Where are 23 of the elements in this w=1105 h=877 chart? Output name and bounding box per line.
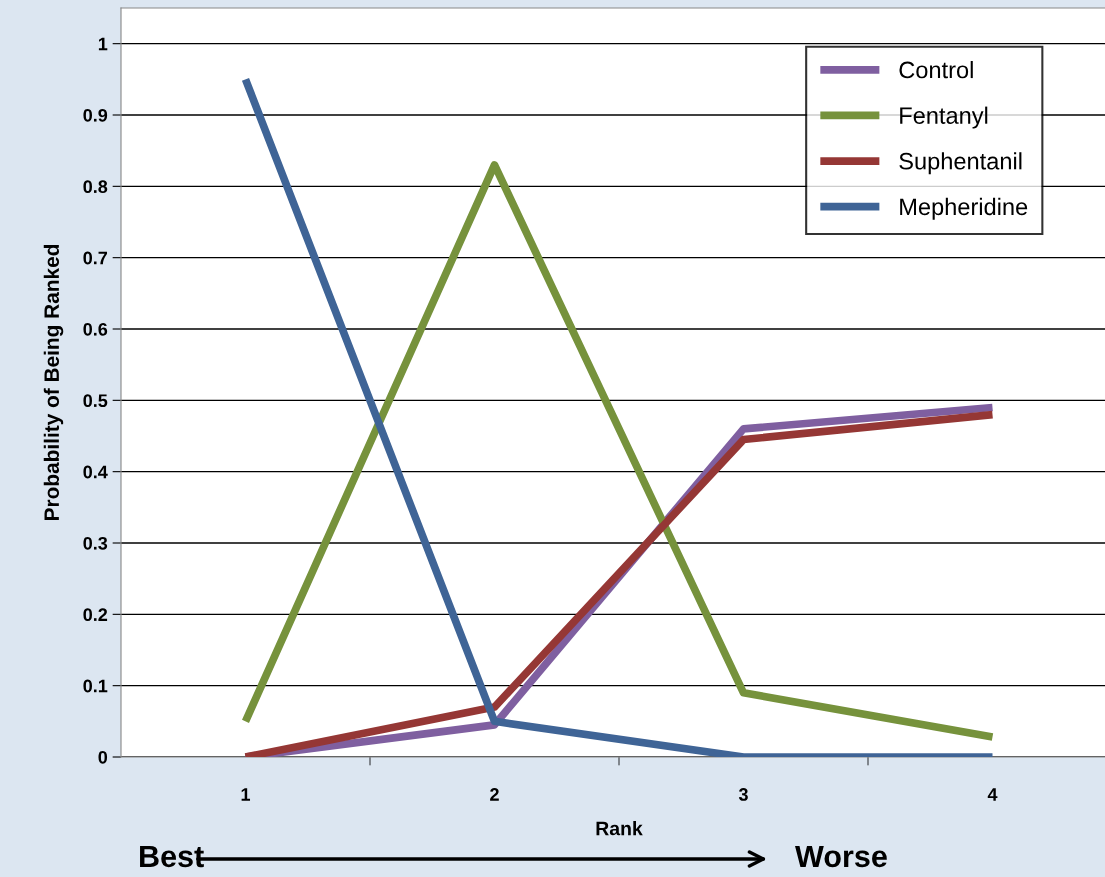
x-tick-label: 2 xyxy=(490,788,499,801)
legend-label: Mepheridine xyxy=(900,197,1028,220)
y-tick-label: 0.9 xyxy=(83,108,108,122)
x-tick-label: 3 xyxy=(738,788,748,801)
y-axis-title: Probability of Being Ranked xyxy=(43,244,64,520)
y-tick-label: 0.6 xyxy=(83,322,108,336)
y-tick-label: 0.4 xyxy=(83,465,108,479)
y-tick-label: 0.8 xyxy=(83,180,108,194)
x-axis-title: Rank xyxy=(596,821,643,836)
y-tick-label: 0.1 xyxy=(83,679,108,693)
x-tick-label: 1 xyxy=(241,788,251,801)
legend-label: Suphentanil xyxy=(899,152,1022,175)
y-tick-label: 0.3 xyxy=(83,536,108,550)
text: Best xyxy=(140,845,204,868)
legend-label: Fentanyl xyxy=(900,106,988,129)
text: Worse xyxy=(795,845,887,868)
y-tick-label: 0.7 xyxy=(83,251,108,265)
legend-label: Control xyxy=(899,60,973,79)
y-tick-label: 0.5 xyxy=(83,394,108,408)
y-tick-label: 0 xyxy=(98,750,108,764)
x-tick-label: 4 xyxy=(987,788,998,801)
y-tick-label: 1 xyxy=(98,37,108,51)
y-tick-label: 0.2 xyxy=(83,608,108,622)
